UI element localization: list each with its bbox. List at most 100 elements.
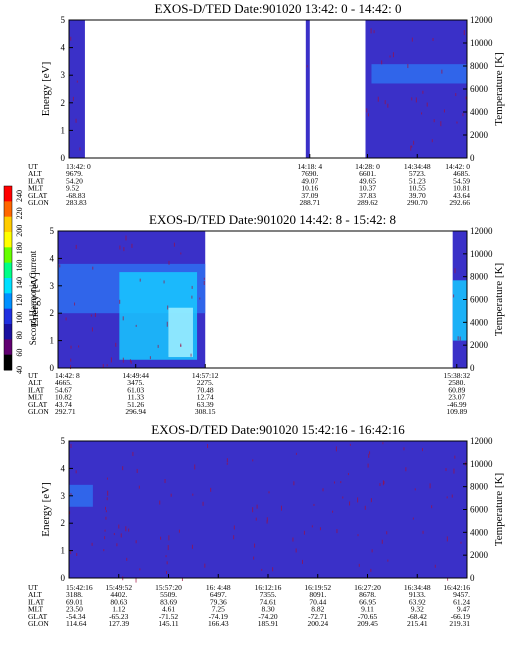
speckle [122, 316, 124, 321]
speckle [255, 517, 257, 521]
cell-glon: 292.66 [449, 198, 470, 207]
colorbar-swatch [4, 293, 12, 310]
cell-mlt: 10.37 [359, 184, 376, 193]
y2-tick-label: 6000 [470, 295, 489, 305]
speckle [303, 530, 305, 535]
speckle [168, 535, 170, 541]
speckle [70, 365, 72, 370]
speckle [313, 503, 315, 506]
speckle [295, 548, 297, 553]
cell-ilat: 69.01 [66, 597, 83, 606]
y-tick-label: 5 [50, 226, 55, 236]
speckle [382, 442, 384, 445]
cell-glon: 127.39 [108, 619, 129, 628]
y-tick-label: 1 [61, 125, 66, 135]
speckle [164, 479, 166, 484]
speckle [333, 481, 335, 484]
speckle [457, 336, 459, 341]
row-label: ALT [28, 378, 42, 387]
speckle [167, 545, 169, 551]
cell-ut: 16:12:16 [255, 583, 282, 592]
speckle [70, 550, 72, 555]
colorbar-tick-label: 140 [15, 277, 24, 289]
cell-mlt: 8.82 [311, 605, 324, 614]
speckle [426, 102, 428, 107]
speckle [119, 299, 121, 304]
speckle [168, 260, 170, 265]
speckle [129, 359, 131, 363]
speckle [456, 121, 458, 124]
speckle [387, 103, 389, 108]
speckle [75, 244, 77, 249]
cell-ut: 14:28: 0 [355, 162, 380, 171]
speckle [119, 245, 121, 250]
speckle [116, 543, 118, 547]
speckle [429, 483, 431, 489]
speckle [90, 314, 92, 317]
speckle [76, 80, 78, 83]
cell-glat: 39.70 [409, 191, 426, 200]
y-tick-label: 1 [50, 336, 55, 346]
cell-ilat: 83.69 [160, 597, 177, 606]
speckle [180, 343, 182, 347]
row-label: ILAT [28, 176, 45, 185]
row-label: MLT [28, 605, 44, 614]
y-tick-label: 4 [61, 43, 66, 53]
speckle [311, 525, 313, 528]
speckle [368, 453, 370, 458]
speckle [136, 468, 138, 473]
y2-tick-label: 4000 [470, 317, 489, 327]
cell-glat: -72.71 [308, 612, 328, 621]
y-axis-label: Energy [eV] [29, 272, 41, 326]
speckle [76, 552, 78, 556]
cell-ilat: 80.63 [110, 597, 127, 606]
speckle [392, 52, 394, 58]
y-tick-label: 2 [61, 518, 66, 528]
speckle [106, 364, 108, 367]
speckle [370, 498, 372, 503]
colorbar-tick-label: 80 [15, 331, 24, 339]
speckle [459, 336, 461, 341]
speckle [389, 55, 391, 58]
speckle [293, 481, 295, 486]
speckle [106, 477, 108, 480]
cell-glon: 185.91 [258, 619, 279, 628]
speckle [422, 90, 424, 94]
speckle [104, 536, 106, 540]
speckle [79, 147, 81, 151]
cell-alt: 9133. [409, 590, 426, 599]
speckle [94, 312, 96, 317]
speckle [384, 100, 386, 105]
y2-tick-label: 12000 [470, 436, 493, 446]
cell-glon: 219.31 [449, 619, 470, 628]
speckle [411, 145, 413, 148]
cell-mlt: 10.55 [409, 184, 426, 193]
y2-tick-label: 0 [470, 573, 475, 583]
cell-glat: 43.64 [453, 191, 470, 200]
speckle [126, 557, 128, 561]
speckle [233, 535, 235, 540]
cell-glat: 51.26 [127, 400, 144, 409]
cell-ut: 14:34:48 [404, 162, 431, 171]
colorbar-tick-label: 240 [15, 190, 24, 202]
colorbar-swatch [4, 201, 12, 218]
speckle [447, 577, 449, 581]
speckle [135, 577, 137, 583]
cell-ut: 14:42: 8 [55, 371, 80, 380]
speckle [203, 277, 205, 280]
speckle [165, 555, 167, 558]
intensity-band [69, 484, 93, 507]
speckle [72, 96, 74, 101]
row-label: ILAT [28, 385, 45, 394]
cell-ut: 16:42:16 [443, 583, 470, 592]
speckle [135, 540, 137, 544]
cell-ut: 16: 4:48 [206, 583, 231, 592]
colorbar-tick-label: 220 [15, 207, 24, 219]
speckle [453, 294, 455, 298]
cell-ut: 15:49:52 [105, 583, 132, 592]
speckle [306, 65, 308, 68]
speckle [178, 529, 180, 533]
speckle [301, 559, 303, 564]
panel-title: EXOS-D/TED Date:901020 14:42: 8 - 15:42:… [149, 212, 396, 227]
